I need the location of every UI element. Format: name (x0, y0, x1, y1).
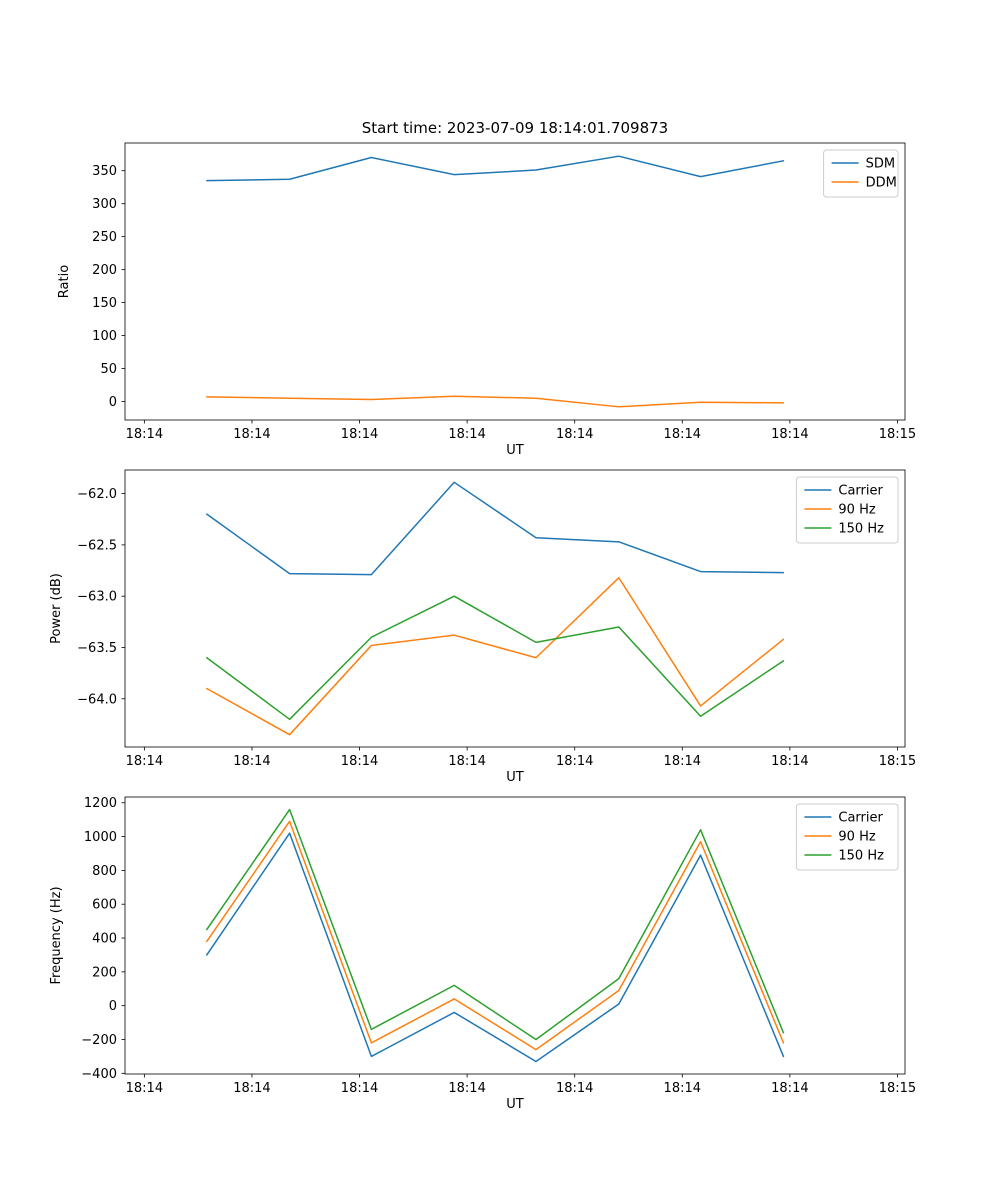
y-tick-label: 600 (92, 898, 117, 913)
y-tick-label: 0 (109, 395, 117, 410)
chart-1: 18:14 18:14 18:14 18:14 18:14 18:14 18:14 18:15… (92, 142, 916, 442)
x-tick-label: 18:14 (664, 754, 701, 769)
chart-3-ylabel: Frequency (Hz) (49, 886, 64, 984)
chart-3: 18:14 18:14 18:14 18:14 18:14 18:14 18:14 18:15… (81, 796, 916, 1096)
y-tick-label: −63.5 (77, 641, 117, 656)
y-tick-label: 1000 (84, 830, 117, 845)
plot-border (124, 142, 906, 421)
legend-box (795, 803, 899, 871)
legend-label: 150 Hz (838, 522, 884, 537)
chart-1-ylabel: Ratio (57, 265, 72, 298)
x-tick-label: 18:14 (556, 1081, 593, 1096)
y-tick-label: 800 (92, 864, 117, 879)
y-tick-label: 350 (92, 164, 117, 179)
y-tick-label: 250 (92, 230, 117, 245)
x-tick-label: 18:15 (879, 754, 916, 769)
y-tick-label: −63.0 (77, 590, 117, 605)
x-tick-label: 18:15 (879, 1081, 916, 1096)
legend: Carrier 90 Hz 150 Hz (795, 476, 899, 544)
y-tick-label: 50 (100, 362, 117, 377)
chart-2-xlabel: UT (506, 770, 524, 785)
plot-border (124, 469, 906, 748)
x-tick-label: 18:14 (448, 1081, 485, 1096)
series-line-sdm (206, 155, 785, 182)
legend-label: 90 Hz (838, 830, 875, 845)
x-tick-label: 18:14 (233, 754, 270, 769)
y-tick-label: 0 (109, 999, 117, 1014)
chart-1-title: Start time: 2023-07-09 18:14:01.709873 (362, 119, 668, 137)
y-tick-label: 300 (92, 197, 117, 212)
series-line-150-hz (206, 595, 785, 721)
x-tick-label: 18:14 (341, 754, 378, 769)
legend-label: 90 Hz (838, 503, 875, 518)
legend-box (795, 476, 899, 544)
y-tick-label: −64.0 (77, 692, 117, 707)
y-tick-label: 150 (92, 296, 117, 311)
x-tick-label: 18:14 (556, 754, 593, 769)
legend: SDM DDM (823, 149, 899, 198)
x-tick-label: 18:14 (771, 754, 808, 769)
x-tick-label: 18:14 (233, 1081, 270, 1096)
legend-label: 150 Hz (838, 849, 884, 864)
x-tick-label: 18:15 (879, 427, 916, 442)
x-tick-label: 18:14 (771, 1081, 808, 1096)
x-tick-label: 18:14 (126, 427, 163, 442)
y-tick-label: 1200 (84, 796, 117, 811)
x-tick-label: 18:14 (126, 754, 163, 769)
x-tick-label: 18:14 (664, 427, 701, 442)
series-line-90-hz (206, 820, 785, 1051)
y-tick-label: −200 (81, 1033, 117, 1048)
y-tick-label: −62.5 (77, 538, 117, 553)
y-tick-label: 200 (92, 263, 117, 278)
x-tick-label: 18:14 (771, 427, 808, 442)
legend-label: Carrier (838, 484, 883, 499)
chart-2: 18:14 18:14 18:14 18:14 18:14 18:14 18:14 18:15… (77, 469, 916, 769)
chart-3-xlabel: UT (506, 1097, 524, 1112)
legend: Carrier 90 Hz 150 Hz (795, 803, 899, 871)
x-tick-label: 18:14 (341, 427, 378, 442)
y-tick-label: 400 (92, 932, 117, 947)
x-tick-label: 18:14 (126, 1081, 163, 1096)
legend-label: Carrier (838, 811, 883, 826)
legend-label: DDM (866, 176, 897, 191)
y-tick-label: 100 (92, 329, 117, 344)
x-tick-label: 18:14 (556, 427, 593, 442)
series-line-carrier (206, 481, 785, 576)
x-tick-label: 18:14 (233, 427, 270, 442)
plot-border (124, 796, 906, 1075)
series-line-carrier (206, 832, 785, 1063)
legend-box (823, 149, 899, 198)
y-tick-label: −62.0 (77, 487, 117, 502)
chart-1-xlabel: UT (506, 443, 524, 458)
y-tick-label: −400 (81, 1067, 117, 1082)
series-line-150-hz (206, 808, 785, 1041)
chart-2-ylabel: Power (dB) (49, 573, 64, 644)
x-tick-label: 18:14 (341, 1081, 378, 1096)
series-line-90-hz (206, 576, 785, 736)
x-tick-label: 18:14 (664, 1081, 701, 1096)
x-tick-label: 18:14 (448, 427, 485, 442)
legend-label: SDM (866, 157, 895, 172)
y-tick-label: 200 (92, 965, 117, 980)
x-tick-label: 18:14 (448, 754, 485, 769)
series-line-ddm (206, 395, 785, 408)
